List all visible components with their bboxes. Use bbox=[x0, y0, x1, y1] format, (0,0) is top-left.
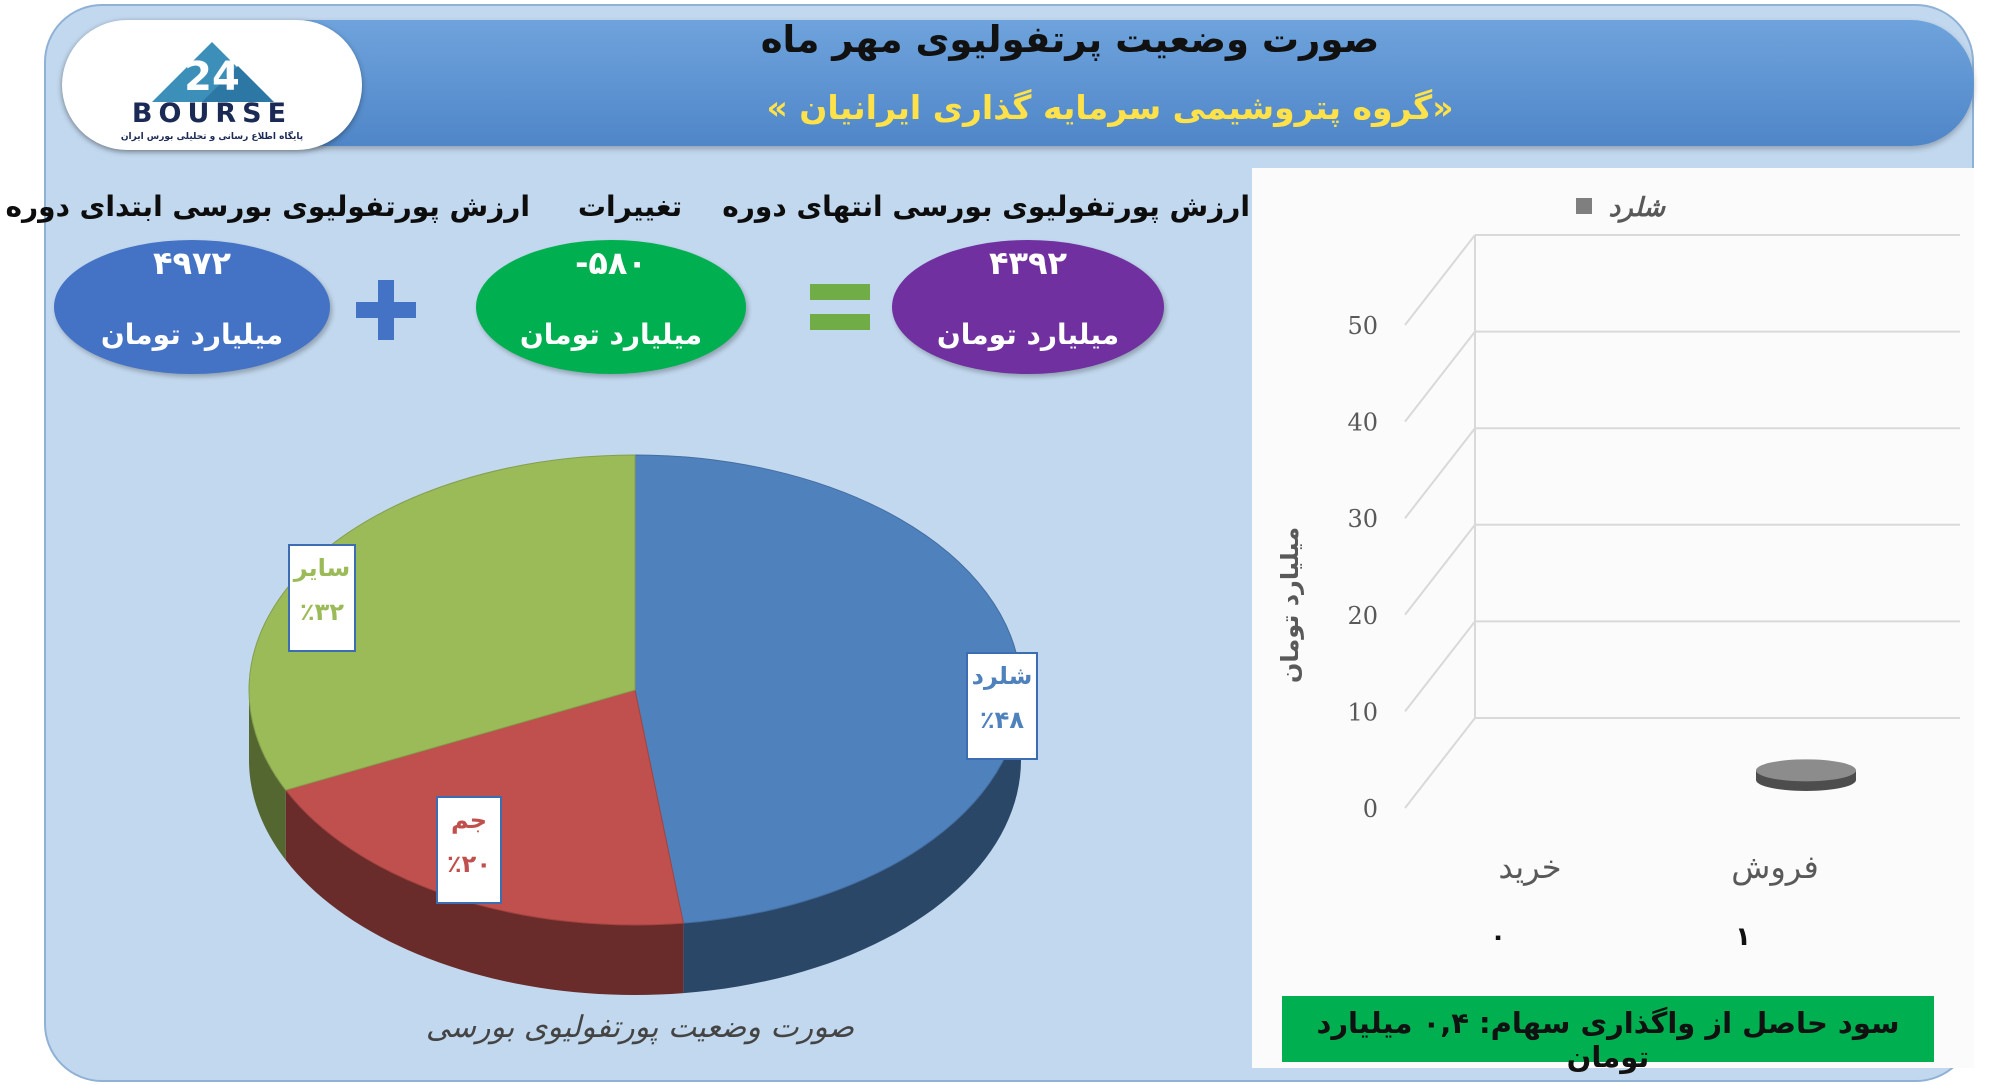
pie-label-shelard-pct: ٪۴۸ bbox=[980, 706, 1024, 734]
pie-label-jam-name: جم bbox=[450, 806, 488, 834]
equals-icon bbox=[810, 284, 870, 330]
pie-label-jam: جم ٪۲۰ bbox=[436, 796, 502, 904]
page-title: صورت وضعیت پرتفولیوی مهر ماه bbox=[760, 18, 1380, 61]
pie-slice-side-1 bbox=[285, 790, 684, 995]
logo-mountain-icon: 24 bbox=[152, 42, 274, 102]
metric-label-end: ارزش پورتفولیوی بورسی انتهای دوره bbox=[722, 190, 1250, 223]
trade-chart-panel bbox=[1252, 168, 1974, 1068]
y-tick-label: 30 bbox=[1347, 505, 1378, 533]
y-tick-label: 40 bbox=[1347, 409, 1378, 437]
value-label: ۰ bbox=[1490, 922, 1506, 952]
bourse-logo: 24 BOURSE پایگاه اطلاع رسانی و تحلیلی بو… bbox=[62, 20, 362, 150]
bar-1 bbox=[1756, 759, 1856, 791]
end-value: ۴۳۹۲ bbox=[988, 244, 1068, 282]
svg-text:24: 24 bbox=[184, 54, 240, 100]
pie-label-shelard: شلرد ٪۴۸ bbox=[966, 652, 1038, 760]
x-category-label: خرید bbox=[1498, 848, 1561, 886]
logo-wordmark: BOURSE bbox=[131, 98, 293, 129]
profit-note: سود حاصل از واگذاری سهام: ۰,۴ میلیارد تو… bbox=[1316, 1006, 1900, 1074]
plus-icon bbox=[356, 280, 416, 340]
profit-note-bar: سود حاصل از واگذاری سهام: ۰,۴ میلیارد تو… bbox=[1282, 996, 1934, 1074]
pie-label-shelard-name: شلرد bbox=[971, 662, 1033, 690]
metric-label-change: تغییرات bbox=[577, 190, 683, 223]
change-unit: میلیارد تومان bbox=[519, 318, 703, 351]
gridline-side bbox=[1404, 717, 1476, 809]
start-value-oval: ۴۹۷۲ میلیارد تومان bbox=[54, 240, 330, 374]
change-value: -۵۸۰ bbox=[575, 244, 647, 282]
gridline-side bbox=[1404, 234, 1476, 326]
gridline-side bbox=[1404, 620, 1476, 713]
pie-label-other-pct: ٪۳۲ bbox=[300, 598, 344, 626]
pie-label-other-name: سایر bbox=[293, 554, 351, 582]
logo-tagline: پایگاه اطلاع رسانی و تحلیلی بورس ایران bbox=[120, 132, 304, 142]
legend-series-name: شلرد bbox=[1609, 193, 1667, 223]
pie-slice-side-0 bbox=[683, 690, 1021, 994]
page-subtitle: «گروه پتروشیمی سرمایه گذاری ایرانیان » bbox=[766, 88, 1454, 127]
pie-chart-caption: صورت وضعیت پورتفولیوی بورسی bbox=[425, 1010, 855, 1045]
x-category-label: فروش bbox=[1731, 848, 1818, 886]
gridline-side bbox=[1404, 330, 1476, 423]
pie-label-other: سایر ٪۳۲ bbox=[288, 544, 356, 652]
legend-swatch bbox=[1576, 198, 1592, 214]
y-axis-title: میلیارد تومان bbox=[1276, 527, 1304, 683]
gridline-side bbox=[1404, 427, 1476, 519]
portfolio-pie-chart bbox=[248, 454, 1022, 995]
pie-slice-side-2 bbox=[249, 690, 286, 861]
header-banner bbox=[64, 20, 1974, 146]
y-tick-label: 50 bbox=[1347, 312, 1378, 340]
y-tick-label: 0 bbox=[1363, 795, 1378, 823]
change-value-oval: -۵۸۰ میلیارد تومان bbox=[476, 240, 746, 374]
gridline-side bbox=[1404, 524, 1476, 616]
metric-label-start: ارزش پورتفولیوی بورسی ابتدای دوره bbox=[5, 190, 530, 223]
y-tick-label: 10 bbox=[1347, 698, 1378, 726]
start-unit: میلیارد تومان bbox=[100, 318, 284, 351]
end-value-oval: ۴۳۹۲ میلیارد تومان bbox=[892, 240, 1164, 374]
y-tick-label: 20 bbox=[1347, 602, 1378, 630]
end-unit: میلیارد تومان bbox=[936, 318, 1120, 351]
pie-label-jam-pct: ٪۲۰ bbox=[447, 850, 491, 878]
start-value: ۴۹۷۲ bbox=[152, 244, 232, 282]
value-label: ۱ bbox=[1735, 922, 1751, 952]
